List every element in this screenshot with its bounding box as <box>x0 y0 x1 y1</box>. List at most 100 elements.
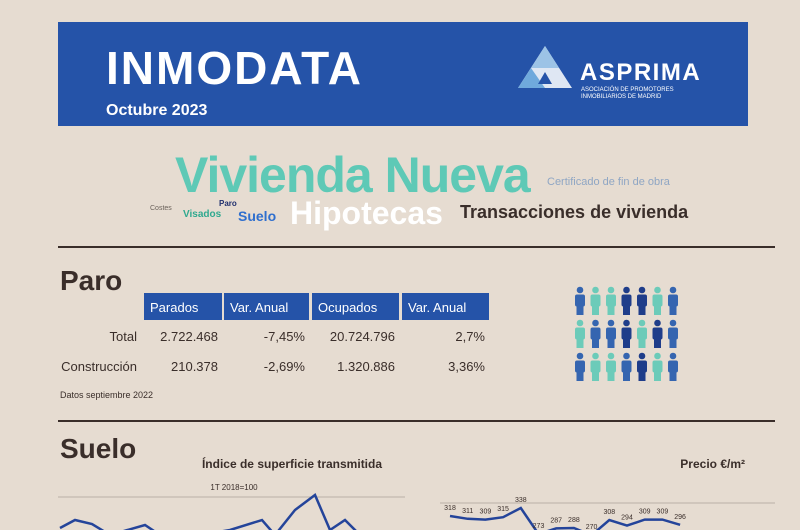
section-title: Paro <box>60 265 122 296</box>
person-icon <box>668 319 678 348</box>
person-icon <box>652 286 663 315</box>
person-body <box>575 294 585 307</box>
person-head <box>623 352 630 360</box>
person-legs <box>669 371 677 381</box>
table-cell: 210.378 <box>171 359 218 374</box>
data-label: 296 <box>674 514 686 521</box>
cloud-word: Certificado de fin de obra <box>547 176 671 188</box>
person-legs <box>576 371 584 381</box>
person-legs <box>669 305 677 315</box>
table-header-cell <box>224 293 309 320</box>
person-body <box>590 327 601 340</box>
header-subtitle: Octubre 2023 <box>106 102 207 119</box>
person-legs <box>592 305 599 315</box>
chart-title: Índice de superficie transmitida <box>202 456 382 471</box>
logo-tagline: INMOBILIARIOS DE MADRID <box>581 94 662 100</box>
person-legs <box>607 305 615 315</box>
logo-tagline: ASOCIACIÓN DE PROMOTORES <box>581 86 674 93</box>
person-icon <box>590 352 601 381</box>
person-icon <box>590 319 601 348</box>
row-label: Construcción <box>61 359 137 374</box>
person-body <box>637 360 647 373</box>
person-legs <box>576 338 584 348</box>
person-icon <box>606 286 616 315</box>
data-label: 309 <box>639 509 651 516</box>
person-legs <box>607 371 615 381</box>
table-header: Var. Anual <box>230 300 288 315</box>
person-legs <box>654 338 661 348</box>
section-title: Suelo <box>60 433 136 464</box>
row-label: Total <box>110 329 138 344</box>
data-label: 309 <box>480 509 492 516</box>
person-body <box>590 360 601 373</box>
person-body <box>621 360 632 373</box>
person-body <box>652 294 663 307</box>
person-legs <box>654 305 661 315</box>
person-body <box>606 327 616 340</box>
person-body <box>575 327 585 340</box>
person-body <box>637 294 647 307</box>
person-head <box>669 286 677 294</box>
person-body <box>606 294 616 307</box>
person-head <box>623 319 630 327</box>
person-head <box>607 352 615 360</box>
table-header-cell <box>144 293 222 320</box>
person-head <box>592 286 599 294</box>
person-head <box>654 352 661 360</box>
logo-mark <box>518 46 572 88</box>
table-header: Ocupados <box>318 300 378 315</box>
person-body <box>621 294 632 307</box>
index-line <box>59 493 357 530</box>
cloud-word: Visados <box>183 209 222 220</box>
person-icon <box>606 352 616 381</box>
person-head <box>638 352 646 360</box>
person-legs <box>576 305 584 315</box>
cloud-word: Costes <box>150 205 172 212</box>
table-cell: 1.320.886 <box>337 359 395 374</box>
person-head <box>576 352 584 360</box>
table-header-cell <box>402 293 489 320</box>
data-label: 273 <box>533 523 545 530</box>
person-legs <box>623 371 630 381</box>
data-label: 338 <box>515 497 527 504</box>
person-head <box>669 352 677 360</box>
person-body <box>637 327 647 340</box>
data-label: 308 <box>603 509 615 516</box>
person-legs <box>592 338 599 348</box>
table-header-cell <box>312 293 399 320</box>
data-label: 309 <box>657 509 669 516</box>
person-head <box>607 286 615 294</box>
person-icon <box>575 319 585 348</box>
person-head <box>669 319 677 327</box>
cloud-word: Hipotecas <box>290 195 443 231</box>
person-legs <box>638 371 646 381</box>
data-label: 311 <box>462 508 473 515</box>
person-body <box>668 327 678 340</box>
person-icon <box>621 319 632 348</box>
person-body <box>652 327 663 340</box>
data-label: 287 <box>550 517 562 524</box>
person-icon <box>652 319 663 348</box>
logo-name: ASPRIMA <box>580 59 701 86</box>
person-head <box>623 286 630 294</box>
chart-title: Precio €/m² <box>680 457 745 471</box>
person-legs <box>654 371 661 381</box>
chart-subtitle: 1T 2018=100 <box>210 483 258 492</box>
person-icon <box>621 352 632 381</box>
person-head <box>607 319 615 327</box>
person-body <box>606 360 616 373</box>
cloud-word: Paro <box>219 199 237 208</box>
table-cell: 20.724.796 <box>330 329 395 344</box>
person-icon <box>590 286 601 315</box>
data-label: 294 <box>621 515 633 522</box>
person-body <box>621 327 632 340</box>
data-label: 318 <box>444 505 456 512</box>
person-head <box>638 286 646 294</box>
person-body <box>668 360 678 373</box>
person-legs <box>638 305 646 315</box>
person-icon <box>621 286 632 315</box>
table-cell: -7,45% <box>264 329 306 344</box>
person-body <box>652 360 663 373</box>
person-legs <box>669 338 677 348</box>
person-body <box>590 294 601 307</box>
